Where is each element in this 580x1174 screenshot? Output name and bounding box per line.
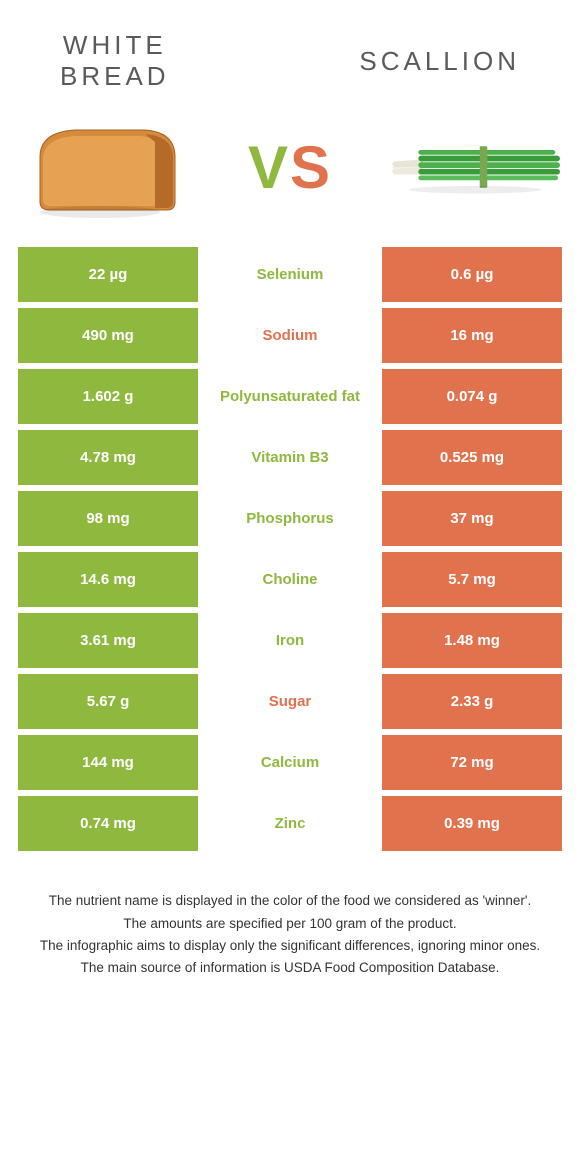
table-row: 22 µgSelenium0.6 µg: [18, 247, 562, 302]
right-value: 2.33 g: [382, 674, 562, 729]
footer-line-2: The amounts are specified per 100 gram o…: [30, 914, 550, 934]
left-value: 14.6 mg: [18, 552, 198, 607]
table-row: 1.602 gPolyunsaturated fat0.074 g: [18, 369, 562, 424]
footer-line-4: The main source of information is USDA F…: [30, 958, 550, 978]
left-value: 144 mg: [18, 735, 198, 790]
table-row: 14.6 mgCholine5.7 mg: [18, 552, 562, 607]
footer-line-1: The nutrient name is displayed in the co…: [30, 891, 550, 911]
left-value: 98 mg: [18, 491, 198, 546]
right-value: 0.39 mg: [382, 796, 562, 851]
nutrient-label: Vitamin B3: [198, 430, 382, 485]
header: WHITE BREAD SCALLION: [0, 0, 580, 102]
left-value: 0.74 mg: [18, 796, 198, 851]
right-value: 0.074 g: [382, 369, 562, 424]
vs-label: VS: [248, 133, 332, 202]
right-value: 5.7 mg: [382, 552, 562, 607]
scallion-icon: [390, 137, 560, 197]
nutrient-label: Zinc: [198, 796, 382, 851]
table-row: 4.78 mgVitamin B30.525 mg: [18, 430, 562, 485]
nutrient-label: Iron: [198, 613, 382, 668]
bread-icon: [25, 112, 185, 222]
right-value: 16 mg: [382, 308, 562, 363]
right-value: 0.6 µg: [382, 247, 562, 302]
nutrient-label: Choline: [198, 552, 382, 607]
left-value: 22 µg: [18, 247, 198, 302]
vs-v: V: [248, 134, 290, 201]
vs-s: S: [290, 134, 332, 201]
right-value: 0.525 mg: [382, 430, 562, 485]
nutrient-label: Polyunsaturated fat: [198, 369, 382, 424]
left-value: 490 mg: [18, 308, 198, 363]
table-row: 0.74 mgZinc0.39 mg: [18, 796, 562, 851]
nutrient-label: Sugar: [198, 674, 382, 729]
table-row: 144 mgCalcium72 mg: [18, 735, 562, 790]
left-value: 3.61 mg: [18, 613, 198, 668]
nutrient-label: Phosphorus: [198, 491, 382, 546]
footer-line-3: The infographic aims to display only the…: [30, 936, 550, 956]
right-value: 72 mg: [382, 735, 562, 790]
bread-image: [20, 112, 190, 222]
image-row: VS: [0, 102, 580, 247]
right-title: SCALLION: [359, 46, 520, 77]
right-value: 37 mg: [382, 491, 562, 546]
table-row: 3.61 mgIron1.48 mg: [18, 613, 562, 668]
table-row: 490 mgSodium16 mg: [18, 308, 562, 363]
nutrient-label: Calcium: [198, 735, 382, 790]
footer: The nutrient name is displayed in the co…: [0, 891, 580, 978]
nutrient-label: Selenium: [198, 247, 382, 302]
left-value: 5.67 g: [18, 674, 198, 729]
left-value: 1.602 g: [18, 369, 198, 424]
nutrient-table: 22 µgSelenium0.6 µg 490 mgSodium16 mg 1.60…: [18, 247, 562, 851]
scallion-image: [390, 112, 560, 222]
left-title: WHITE BREAD: [60, 30, 170, 92]
right-value: 1.48 mg: [382, 613, 562, 668]
nutrient-label: Sodium: [198, 308, 382, 363]
table-row: 98 mgPhosphorus37 mg: [18, 491, 562, 546]
table-row: 5.67 gSugar2.33 g: [18, 674, 562, 729]
left-value: 4.78 mg: [18, 430, 198, 485]
